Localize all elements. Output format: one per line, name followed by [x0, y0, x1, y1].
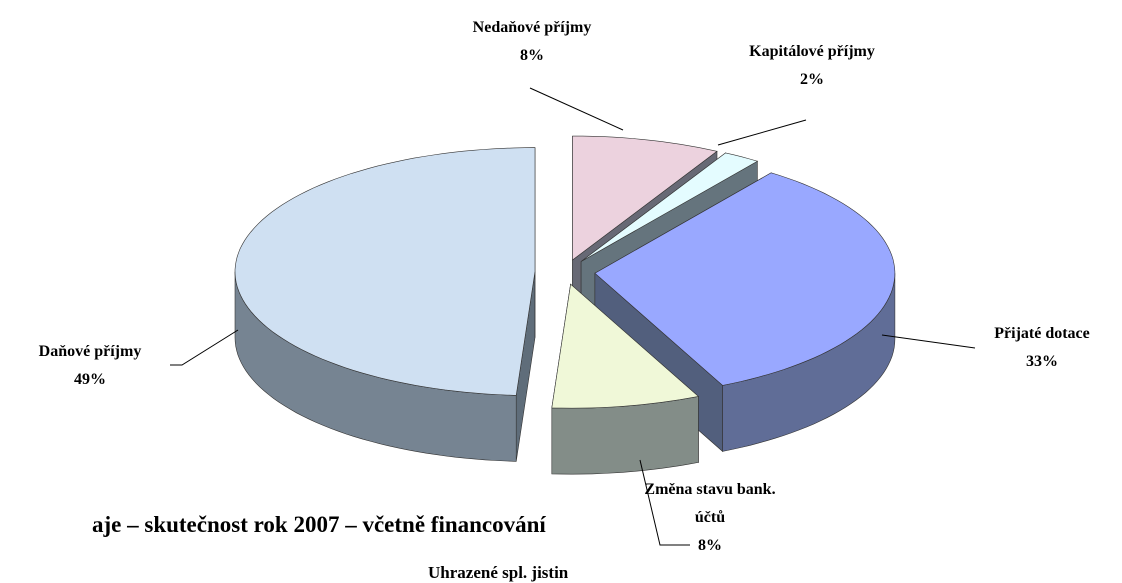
leader-line: [170, 329, 239, 366]
leader-line: [639, 459, 690, 546]
slice: [580, 152, 759, 262]
label-name: Přijaté dotace: [994, 325, 1090, 342]
data-label: Nedaňové příjmy 8%: [473, 14, 592, 70]
slice: [234, 147, 536, 396]
label-name: Nedaňové příjmy: [472, 19, 592, 36]
data-label: Přijaté dotace 33%: [994, 320, 1090, 376]
label-value: 8%: [698, 537, 722, 554]
label-name: Změna stavu bank. účtů: [644, 481, 776, 526]
data-label: Daňové příjmy 49%: [39, 338, 142, 394]
leader-line: [881, 334, 976, 349]
label-value: 2%: [799, 71, 824, 88]
label-value: 33%: [1025, 353, 1058, 370]
label-value: 8%: [520, 47, 544, 64]
slice: [572, 135, 718, 261]
data-label: Změna stavu bank. účtů 8%: [630, 476, 790, 560]
leader-line: [529, 87, 624, 131]
leader-line: [717, 119, 807, 146]
cut-subtitle: Uhrazené spl. jistin: [428, 563, 569, 582]
label-name: Kapitálové příjmy: [749, 43, 875, 60]
slice: [594, 172, 896, 386]
label-name: Daňové příjmy: [38, 343, 142, 360]
data-label: Kapitálové příjmy 2%: [749, 38, 875, 94]
cut-title: aje – skutečnost rok 2007 – včetně finan…: [92, 512, 546, 537]
label-value: 49%: [74, 371, 106, 388]
slice: [551, 283, 700, 409]
